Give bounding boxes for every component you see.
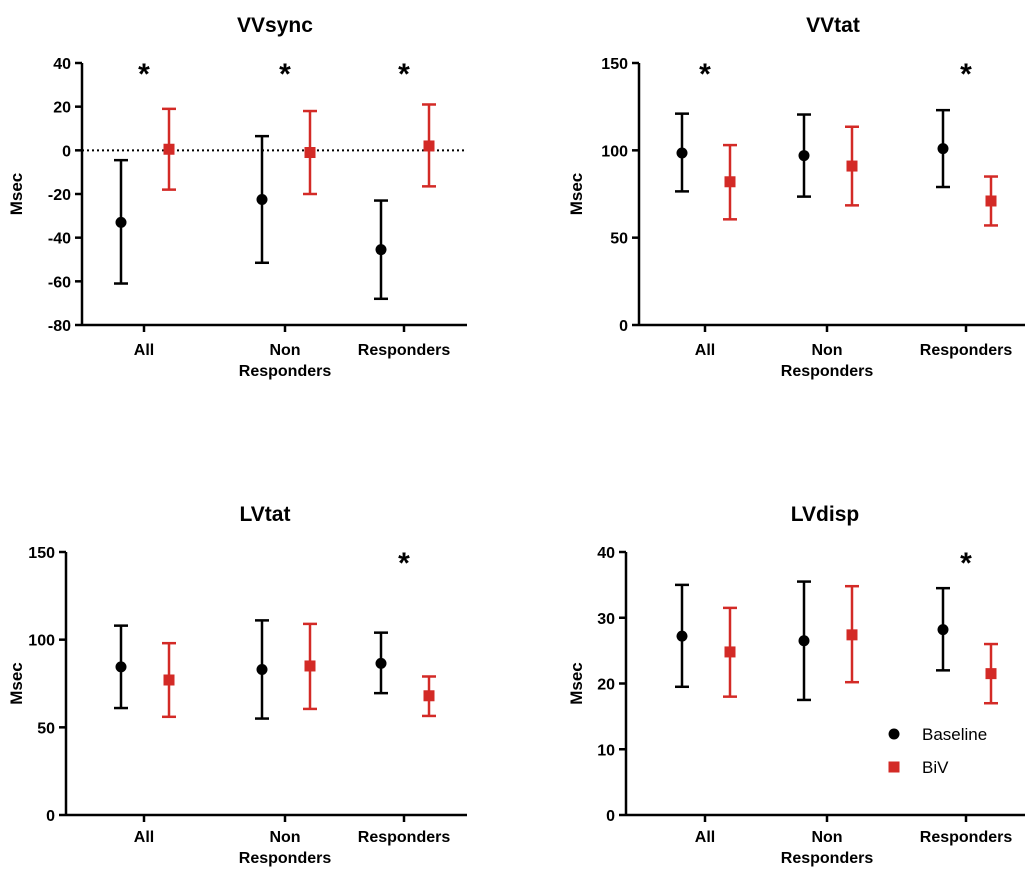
y-tick-label: 0 — [606, 808, 615, 825]
legend-baseline-marker — [888, 728, 900, 740]
x-tick-label: All — [695, 829, 715, 846]
point-biv — [985, 195, 997, 207]
x-tick-label: Responders — [239, 850, 332, 867]
x-tick-label: Responders — [920, 829, 1013, 846]
significance-star: * — [279, 58, 291, 91]
y-axis-label: Msec — [7, 662, 26, 705]
point-biv — [423, 140, 435, 152]
point-baseline — [256, 193, 268, 205]
point-baseline — [798, 635, 810, 647]
x-tick-label: All — [134, 829, 154, 846]
significance-star: * — [699, 58, 711, 91]
significance-star: * — [398, 547, 410, 580]
x-tick-label: Non — [811, 829, 842, 846]
y-tick-label: 0 — [46, 808, 55, 825]
point-baseline — [375, 657, 387, 669]
x-tick-label: Responders — [781, 363, 874, 380]
panel-lvtat: LVtat Msec 150 100 50 0 All Non Responders Respon… — [7, 503, 467, 867]
point-biv — [163, 143, 175, 155]
y-tick-label: -20 — [48, 187, 71, 204]
y-axis-label: Msec — [567, 173, 586, 216]
legend: Baseline BiV — [888, 725, 987, 777]
point-baseline — [676, 147, 688, 159]
x-tick-label: Responders — [781, 850, 874, 867]
point-baseline — [937, 624, 949, 636]
x-tick-label: Non — [269, 342, 300, 359]
point-biv — [846, 160, 858, 172]
point-baseline — [115, 661, 127, 673]
y-tick-label: 40 — [597, 545, 615, 562]
panel-lvdisp: LVdisp Msec 40 30 20 10 0 All Non Responders Respo… — [567, 503, 1025, 867]
y-tick-label: 150 — [28, 545, 55, 562]
panel-title: VVsync — [237, 14, 313, 37]
point-baseline — [676, 630, 688, 642]
point-biv — [304, 147, 316, 159]
significance-star: * — [960, 58, 972, 91]
point-biv — [985, 668, 997, 680]
x-tick-label: Responders — [920, 342, 1013, 359]
y-tick-label: 100 — [28, 633, 55, 650]
legend-biv-label: BiV — [922, 758, 949, 777]
point-baseline — [937, 143, 949, 155]
y-tick-label: 30 — [597, 611, 615, 628]
significance-star: * — [398, 58, 410, 91]
point-biv — [724, 176, 736, 188]
y-axis-label: Msec — [567, 662, 586, 705]
legend-biv-marker — [888, 761, 900, 773]
point-baseline — [798, 150, 810, 162]
y-tick-label: -40 — [48, 231, 71, 248]
point-baseline — [115, 216, 127, 228]
y-tick-label: 0 — [619, 318, 628, 335]
legend-baseline-label: Baseline — [922, 725, 987, 744]
x-tick-label: All — [134, 342, 154, 359]
point-baseline — [375, 244, 387, 256]
panel-title: LVdisp — [791, 503, 859, 526]
significance-star: * — [138, 58, 150, 91]
y-tick-label: -60 — [48, 274, 71, 291]
y-tick-label: 10 — [597, 742, 615, 759]
x-tick-label: Responders — [239, 363, 332, 380]
y-tick-label: -80 — [48, 318, 71, 335]
x-tick-label: Responders — [358, 342, 451, 359]
y-tick-label: 40 — [53, 56, 71, 73]
y-tick-label: 0 — [62, 143, 71, 160]
point-biv — [724, 646, 736, 658]
point-biv — [163, 674, 175, 686]
panel-title: LVtat — [240, 503, 291, 526]
panel-vvtat: VVtat Msec 150 100 50 0 All Non Responders Respon… — [567, 14, 1025, 380]
point-baseline — [256, 663, 268, 675]
y-tick-label: 50 — [37, 720, 55, 737]
point-biv — [846, 629, 858, 641]
y-tick-label: 20 — [597, 677, 615, 694]
significance-star: * — [960, 547, 972, 580]
panel-title: VVtat — [806, 14, 860, 37]
x-tick-label: Non — [811, 342, 842, 359]
y-axis-label: Msec — [7, 173, 26, 216]
y-tick-label: 50 — [610, 231, 628, 248]
x-tick-label: Non — [269, 829, 300, 846]
x-tick-label: All — [695, 342, 715, 359]
x-tick-label: Responders — [358, 829, 451, 846]
y-tick-label: 100 — [601, 143, 628, 160]
point-biv — [423, 690, 435, 702]
y-tick-label: 150 — [601, 56, 628, 73]
y-tick-label: 20 — [53, 100, 71, 117]
panel-vvsync: VVsync Msec 40 20 0 -20 -40 -60 -80 All Non Respond… — [7, 14, 467, 380]
point-biv — [304, 660, 316, 672]
